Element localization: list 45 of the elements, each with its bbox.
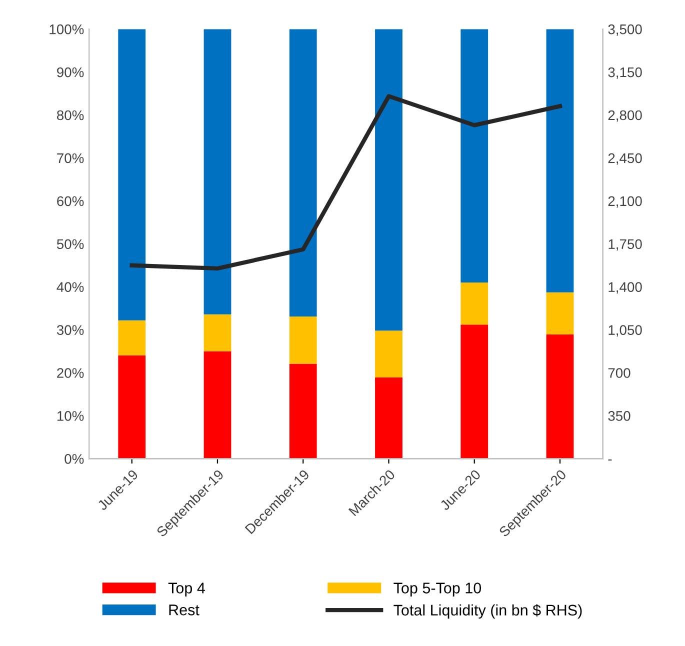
y2-tick-label: 2,100: [608, 196, 642, 208]
y-tick-label: 30%: [56, 325, 84, 335]
y-tick-label: 10%: [57, 411, 84, 421]
y2-tick-label: 1,050: [608, 325, 642, 337]
y2-tick-label: 3,500: [608, 24, 642, 36]
bar: [204, 29, 232, 314]
bar: [289, 316, 317, 364]
y-tick-label: 80%: [56, 110, 84, 120]
y-tick-label: 0%: [64, 454, 84, 464]
bar: [375, 29, 402, 331]
y-tick-label: 20%: [57, 368, 84, 378]
bar: [118, 356, 146, 459]
line-series: [130, 94, 562, 270]
bar: [460, 324, 488, 459]
y2-tick-label: 1,400: [608, 282, 642, 294]
y2-tick-label: 2,800: [608, 110, 642, 122]
bar: [118, 320, 146, 356]
y2-tick-label: 700: [608, 368, 630, 378]
y2-tick-label: 1,750: [608, 239, 642, 251]
bar: [204, 351, 232, 459]
y2-tick-label: -: [608, 459, 612, 461]
y-tick-label: 40%: [56, 282, 84, 292]
bar: [546, 29, 574, 292]
legend-label: Top 5-Top 10: [394, 582, 482, 596]
bar: [289, 364, 317, 459]
y2-tick-label: 350: [608, 411, 630, 421]
y-tick-label: 70%: [57, 153, 84, 164]
y-tick-label: 50%: [56, 239, 84, 250]
y-tick-label: 100%: [50, 24, 84, 34]
bar: [118, 29, 146, 320]
y2-tick-label: 2,450: [608, 153, 642, 165]
bar: [375, 330, 402, 378]
legend-label: Top 4: [168, 582, 205, 596]
bar: [204, 314, 232, 352]
bar: [460, 282, 488, 325]
bar: [289, 29, 317, 316]
legend-label: Total Liquidity (in bn $ RHS): [394, 604, 582, 619]
y2-tick-label: 3,150: [608, 67, 642, 79]
y-tick-label: 90%: [57, 67, 84, 78]
bar: [546, 292, 574, 335]
legend-label: Rest: [169, 604, 200, 616]
y-tick-label: 60%: [57, 196, 84, 206]
bar: [546, 334, 574, 459]
bar: [375, 377, 402, 459]
bar: [460, 29, 488, 283]
